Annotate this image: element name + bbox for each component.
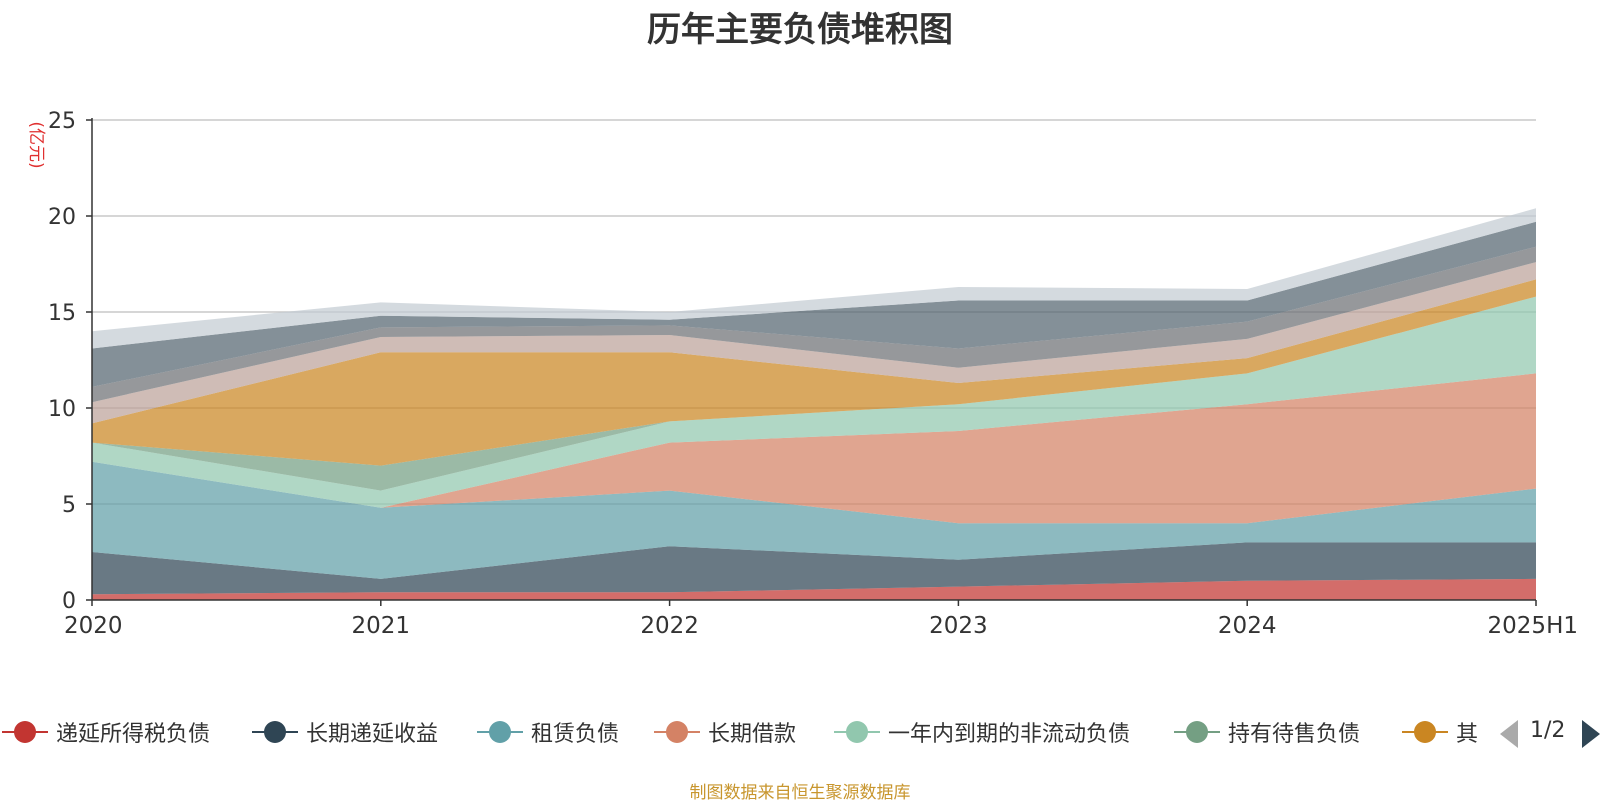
area-series-10 xyxy=(92,221,1536,387)
legend-symbol xyxy=(475,712,525,752)
axes: 0 5 10 15 20 25 2020 2021 2022 2023 2024 2025H1 xyxy=(48,109,1578,639)
y-tick-label: 15 xyxy=(48,301,76,326)
legend-symbol xyxy=(652,712,702,752)
x-tick-label: 2025H1 xyxy=(1488,613,1578,639)
legend-label: 递延所得税负债 xyxy=(56,722,211,747)
stacked-areas xyxy=(92,208,1536,600)
area-series-7 xyxy=(92,279,1536,466)
chart-title: 历年主要负债堆积图 xyxy=(647,10,953,50)
legend-item[interactable]: 一年内到期的非流动负债 xyxy=(832,712,1130,752)
legend-next-page-arrow[interactable] xyxy=(1582,720,1600,748)
area-series-8 xyxy=(92,262,1536,424)
legend-item[interactable]: 其 xyxy=(1400,712,1478,752)
area-series-11 xyxy=(92,208,1536,349)
y-tick-label: 10 xyxy=(48,397,76,422)
area-series-5 xyxy=(92,296,1536,508)
source-note: 制图数据来自恒生聚源数据库 xyxy=(689,783,911,803)
legend-item[interactable]: 租赁负债 xyxy=(475,712,619,752)
x-tick-label: 2020 xyxy=(64,613,123,639)
legend-label: 持有待售负债 xyxy=(1228,722,1361,747)
legend: 递延所得税负债 长期递延收益 租赁负债 长期借款 一年内到期的非流动负债 持有待售负债其 … xyxy=(0,712,1600,752)
legend-item[interactable]: 持有待售负债 xyxy=(1172,712,1360,752)
legend-item[interactable]: 长期递延收益 xyxy=(250,712,438,752)
legend-page-indicator: 1/2 xyxy=(1530,718,1566,743)
legend-symbol xyxy=(1400,712,1450,752)
y-tick-label: 5 xyxy=(62,493,76,518)
legend-symbol xyxy=(1172,712,1222,752)
area-series-9 xyxy=(92,246,1536,403)
legend-label: 长期借款 xyxy=(708,722,797,747)
legend-label: 其 xyxy=(1456,722,1479,747)
x-tick-label: 2023 xyxy=(929,613,988,639)
legend-symbol xyxy=(0,712,50,752)
legend-label: 租赁负债 xyxy=(531,722,620,747)
legend-symbol xyxy=(250,712,300,752)
y-tick-label: 25 xyxy=(48,109,76,134)
legend-item[interactable]: 长期借款 xyxy=(652,712,796,752)
legend-label: 一年内到期的非流动负债 xyxy=(888,722,1131,747)
legend-item[interactable]: 递延所得税负债 xyxy=(0,712,210,752)
x-tick-label: 2022 xyxy=(640,613,699,639)
legend-label: 长期递延收益 xyxy=(306,722,439,747)
legend-prev-page-arrow[interactable] xyxy=(1500,720,1518,748)
area-series-4 xyxy=(92,373,1536,524)
area-series-2 xyxy=(92,542,1536,595)
legend-symbol xyxy=(832,712,882,752)
area-series-1 xyxy=(92,578,1536,600)
y-axis-unit-label: (亿元) xyxy=(26,121,46,168)
x-tick-label: 2024 xyxy=(1218,613,1277,639)
x-tick-label: 2021 xyxy=(352,613,411,639)
y-tick-label: 0 xyxy=(62,589,76,614)
y-tick-label: 20 xyxy=(48,205,76,230)
area-series-3 xyxy=(92,461,1536,579)
